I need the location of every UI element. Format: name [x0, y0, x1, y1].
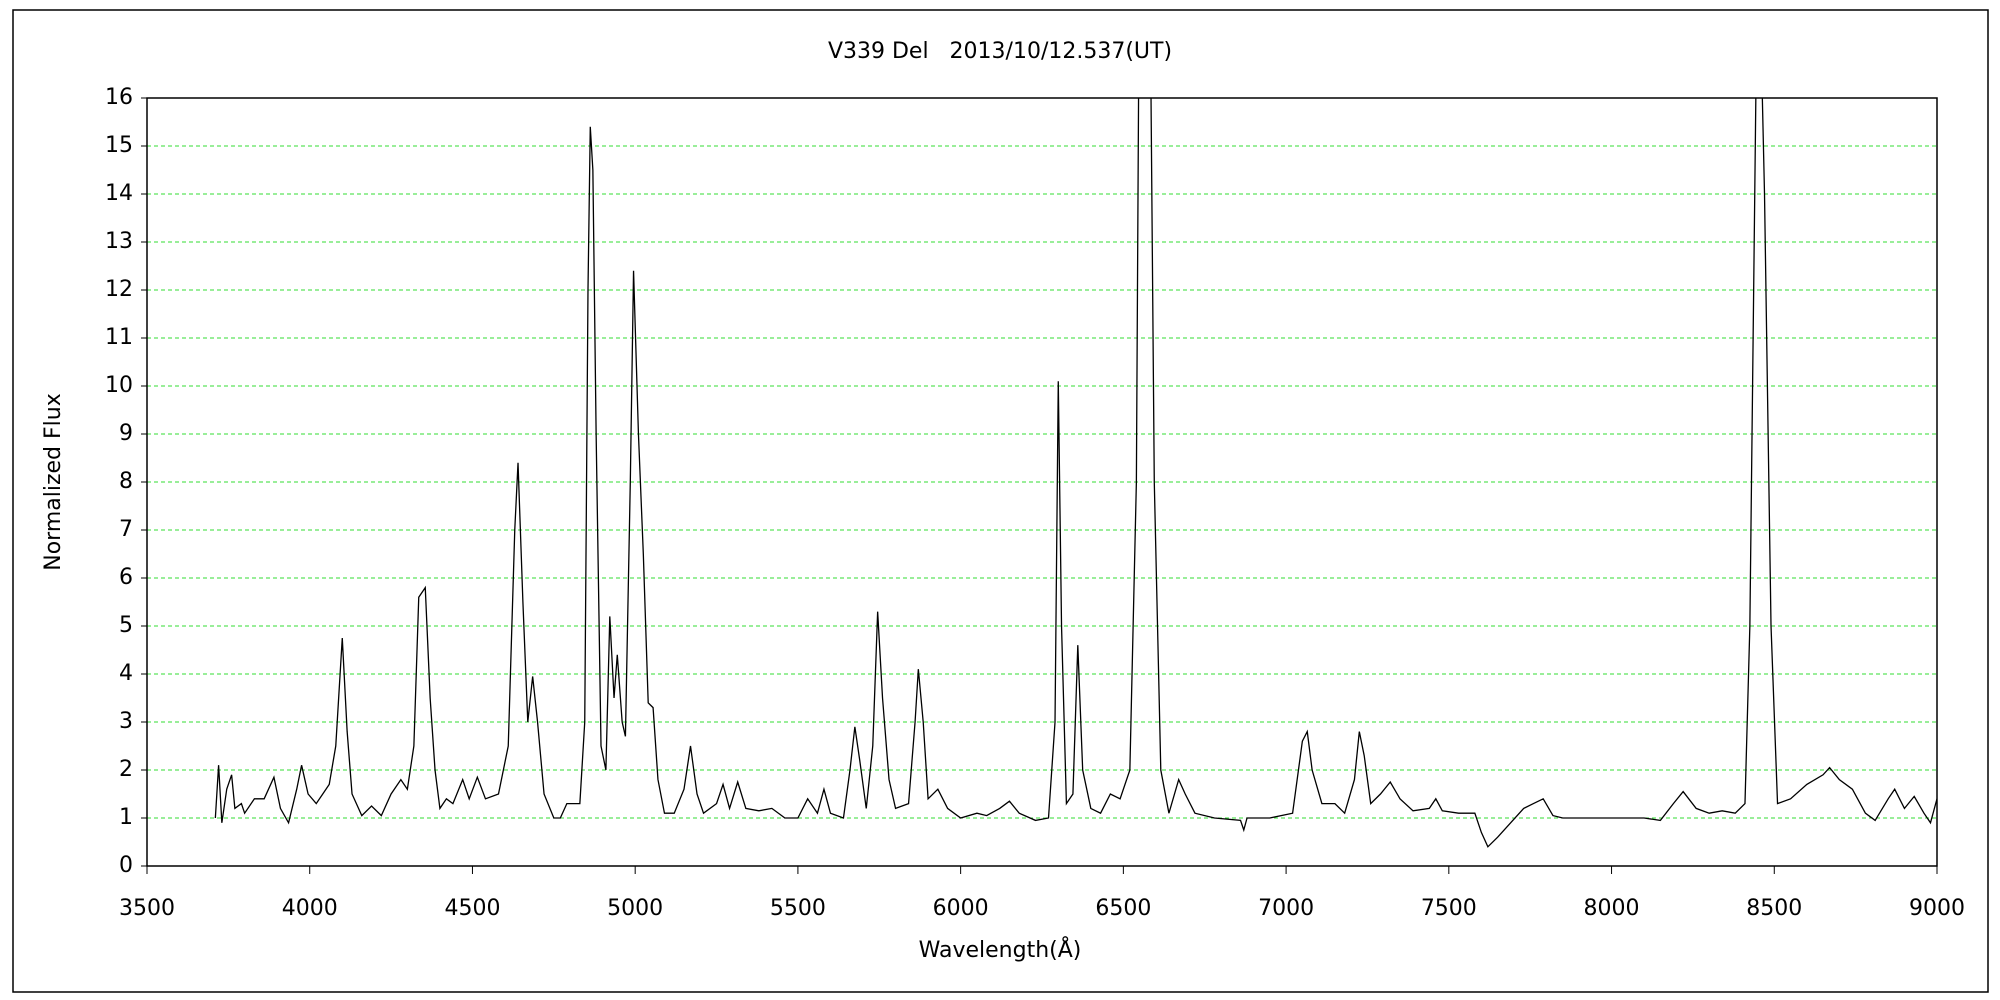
y-tick-label: 9	[119, 421, 133, 446]
y-tick-label: 3	[119, 709, 133, 734]
y-axis-label: Normalized Flux	[41, 393, 66, 570]
y-tick-label: 11	[105, 325, 133, 350]
y-tick-label: 0	[119, 853, 133, 878]
y-tick-label: 4	[119, 661, 133, 686]
y-tick-label: 16	[105, 85, 133, 110]
x-tick-label: 6000	[933, 896, 989, 921]
x-tick-label: 4500	[444, 896, 500, 921]
x-tick-label: 8500	[1746, 896, 1802, 921]
x-tick-label: 4000	[282, 896, 338, 921]
y-tick-label: 14	[105, 181, 133, 206]
y-tick-label: 13	[105, 229, 133, 254]
x-tick-label: 9000	[1909, 896, 1965, 921]
y-tick-label: 15	[105, 133, 133, 158]
x-tick-label: 7000	[1258, 896, 1314, 921]
x-tick-label: 3500	[119, 896, 175, 921]
chart-title: V339 Del 2013/10/12.537(UT)	[828, 39, 1172, 64]
y-tick-label: 5	[119, 613, 133, 638]
y-tick-label: 12	[105, 277, 133, 302]
x-tick-label: 5500	[770, 896, 826, 921]
plot-frame	[146, 97, 1938, 867]
chart-frame	[12, 9, 1989, 993]
y-tick-label: 8	[119, 469, 133, 494]
x-tick-label: 6500	[1095, 896, 1151, 921]
y-tick-label: 7	[119, 517, 133, 542]
y-tick-label: 6	[119, 565, 133, 590]
y-tick-label: 2	[119, 757, 133, 782]
spectrum-line	[214, 98, 1937, 848]
x-tick-label: 7500	[1421, 896, 1477, 921]
y-tick-label: 1	[119, 805, 133, 830]
x-tick-label: 8000	[1584, 896, 1640, 921]
x-axis-label: Wavelength(Å)	[919, 936, 1082, 963]
y-tick-label: 10	[105, 373, 133, 398]
x-tick-label: 5000	[607, 896, 663, 921]
